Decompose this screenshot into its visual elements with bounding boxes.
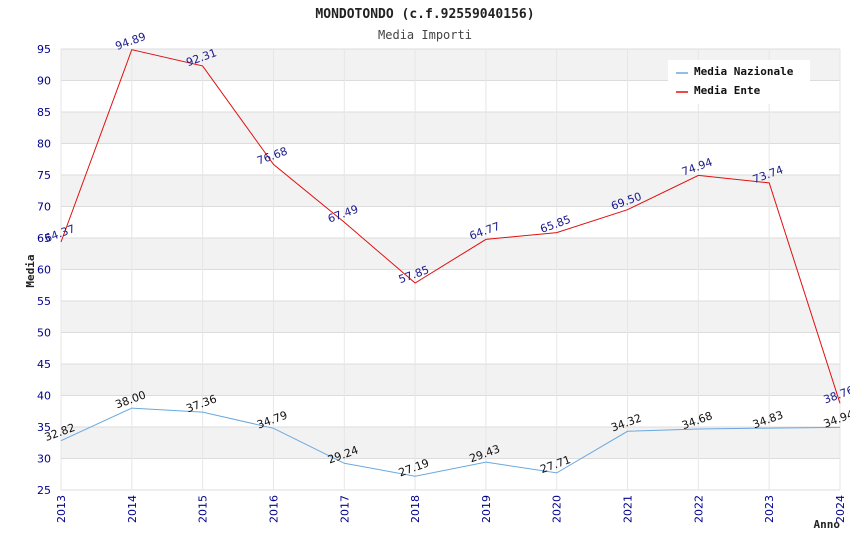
band xyxy=(61,395,840,427)
y-tick-labels: 25 30 35 40 45 50 55 60 65 70 75 80 85 90 95 xyxy=(37,43,51,497)
band xyxy=(61,175,840,207)
x-tick-labels: 2013 2014 2015 2016 2017 2018 2019 2020 2021 2022… xyxy=(55,495,847,523)
background-bands xyxy=(61,49,840,490)
band xyxy=(61,143,840,175)
x-tick-label: 2020 xyxy=(551,495,564,523)
legend-background xyxy=(668,60,810,104)
series-line-media-ente xyxy=(60,49,841,404)
y-tick-label: 35 xyxy=(37,421,51,434)
y-tick-label: 55 xyxy=(37,295,51,308)
band xyxy=(61,238,840,270)
band xyxy=(61,458,840,490)
x-tick-label: 2023 xyxy=(763,495,776,523)
y-tick-label: 65 xyxy=(37,232,51,245)
y-tick-label: 85 xyxy=(37,106,51,119)
y-tick-label: 45 xyxy=(37,358,51,371)
y-tick-label: 75 xyxy=(37,169,51,182)
x-tick-label: 2021 xyxy=(622,495,635,523)
y-tick-label: 50 xyxy=(37,327,51,340)
legend-label-media-nazionale: Media Nazionale xyxy=(694,65,794,78)
band xyxy=(61,301,840,333)
y-tick-label: 95 xyxy=(37,43,51,56)
legend: Media Nazionale Media Ente xyxy=(668,60,810,104)
legend-label-media-ente: Media Ente xyxy=(694,84,761,97)
y-tick-label: 25 xyxy=(37,484,51,497)
series-lines xyxy=(60,49,841,477)
series-line-media-nazionale xyxy=(60,407,841,477)
chart-subtitle: Media Importi xyxy=(378,28,472,42)
y-tick-label: 30 xyxy=(37,453,51,466)
chart-title: MONDOTONDO (c.f.92559040156) xyxy=(315,7,534,22)
x-tick-label: 2024 xyxy=(834,495,847,523)
gridlines xyxy=(60,48,841,491)
band xyxy=(61,269,840,301)
y-tick-label: 60 xyxy=(37,264,51,277)
x-tick-label: 2015 xyxy=(197,495,210,523)
y-tick-label: 90 xyxy=(37,75,51,88)
band xyxy=(61,364,840,396)
x-tick-label: 2017 xyxy=(338,495,351,523)
y-tick-label: 80 xyxy=(37,138,51,151)
y-axis-label: Media xyxy=(24,254,37,287)
band xyxy=(61,112,840,144)
y-tick-label: 40 xyxy=(37,390,51,403)
x-tick-label: 2019 xyxy=(480,495,493,523)
x-axis-label: Anno xyxy=(814,518,841,531)
band xyxy=(61,332,840,364)
x-tick-label: 2013 xyxy=(55,495,68,523)
y-tick-label: 70 xyxy=(37,201,51,214)
x-tick-label: 2022 xyxy=(692,495,705,523)
x-tick-label: 2014 xyxy=(126,495,139,523)
band xyxy=(61,206,840,238)
x-tick-label: 2016 xyxy=(267,495,280,523)
band xyxy=(61,427,840,459)
x-tick-label: 2018 xyxy=(409,495,422,523)
